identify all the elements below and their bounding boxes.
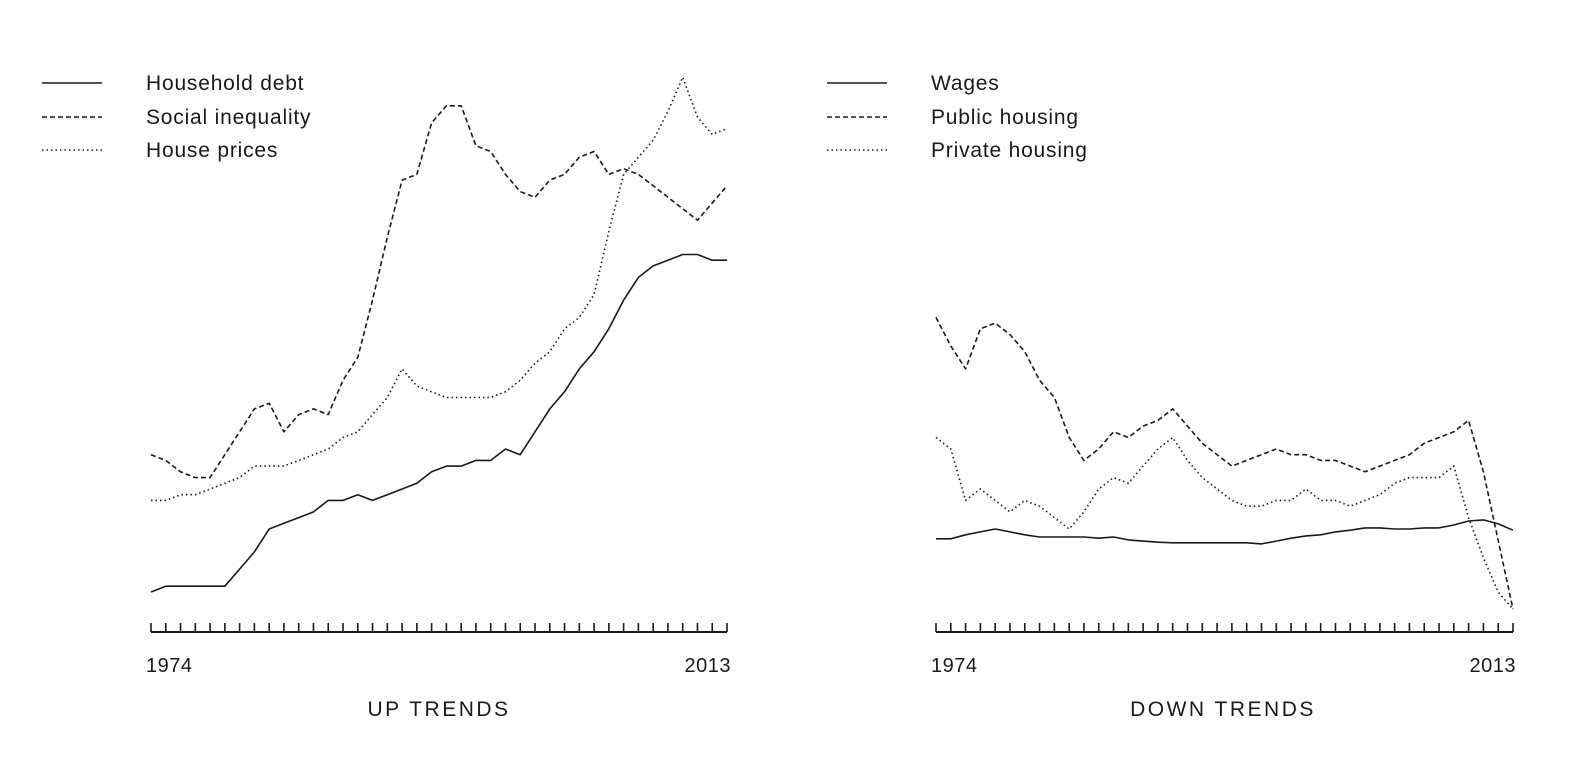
- legend-label-household-debt: Household debt: [146, 72, 304, 95]
- up-trends-panel: Household debt Social inequality House p…: [42, 72, 731, 721]
- series-lines: [150, 76, 728, 593]
- legend: Wages Public housing Private housing: [827, 72, 1088, 162]
- chart-title: DOWN TRENDS: [1130, 698, 1316, 721]
- down-trends-panel: Wages Public housing Private housing 197…: [827, 72, 1516, 721]
- legend: Household debt Social inequality House p…: [42, 72, 311, 162]
- series-line-household-debt: [150, 253, 727, 593]
- legend-label-private-housing: Private housing: [931, 139, 1088, 162]
- x-tick-label-end: 2013: [1470, 655, 1517, 677]
- legend-label-public-housing: Public housing: [931, 106, 1079, 129]
- x-tick-label-end: 2013: [685, 655, 732, 677]
- series-line-public-housing: [935, 317, 1514, 610]
- series-line-wages: [936, 519, 1514, 545]
- x-tick-label-start: 1974: [146, 655, 193, 677]
- legend-label-wages: Wages: [931, 72, 1000, 95]
- x-axis: [150, 623, 728, 633]
- series-lines: [935, 317, 1514, 610]
- chart-title: UP TRENDS: [367, 698, 510, 721]
- series-line-private-housing: [935, 436, 1514, 610]
- series-line-house-prices: [151, 76, 728, 502]
- x-tick-label-start: 1974: [931, 655, 978, 677]
- legend-label-house-prices: House prices: [146, 139, 278, 162]
- series-line-social-inequality: [150, 105, 728, 479]
- x-axis: [935, 623, 1514, 633]
- legend-label-social-inequality: Social inequality: [146, 106, 311, 129]
